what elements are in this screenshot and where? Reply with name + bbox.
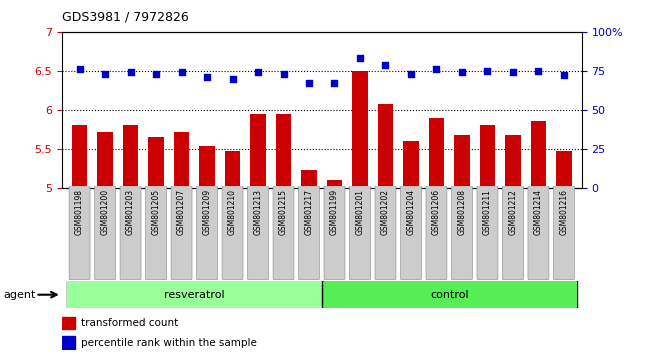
Point: [330, 80, 340, 86]
Text: control: control: [430, 290, 469, 300]
Bar: [250, 114, 266, 188]
Text: GSM801216: GSM801216: [560, 189, 568, 235]
Bar: [352, 71, 368, 188]
FancyBboxPatch shape: [452, 186, 473, 280]
Point: [151, 71, 161, 77]
Bar: [225, 151, 240, 188]
Bar: [531, 121, 546, 188]
Point: [202, 74, 213, 80]
FancyBboxPatch shape: [196, 186, 218, 280]
FancyBboxPatch shape: [146, 186, 166, 280]
Text: GSM801203: GSM801203: [126, 189, 135, 235]
Text: GSM801212: GSM801212: [508, 189, 517, 235]
Point: [482, 68, 493, 74]
Text: GSM801210: GSM801210: [228, 189, 237, 235]
Point: [431, 67, 441, 72]
Text: GSM801209: GSM801209: [203, 189, 211, 235]
Point: [508, 69, 518, 75]
Text: GSM801198: GSM801198: [75, 189, 84, 235]
FancyBboxPatch shape: [248, 186, 268, 280]
Text: GSM801214: GSM801214: [534, 189, 543, 235]
FancyBboxPatch shape: [273, 186, 294, 280]
Bar: [378, 103, 393, 188]
Text: GSM801202: GSM801202: [381, 189, 390, 235]
Point: [533, 68, 543, 74]
FancyBboxPatch shape: [298, 186, 319, 280]
FancyBboxPatch shape: [528, 186, 549, 280]
Point: [176, 69, 187, 75]
FancyBboxPatch shape: [375, 186, 396, 280]
Text: GSM801204: GSM801204: [406, 189, 415, 235]
FancyBboxPatch shape: [69, 186, 90, 280]
FancyBboxPatch shape: [350, 186, 370, 280]
Bar: [327, 180, 342, 188]
Point: [304, 80, 314, 86]
Text: GSM801208: GSM801208: [458, 189, 467, 235]
Text: GSM801199: GSM801199: [330, 189, 339, 235]
FancyBboxPatch shape: [324, 186, 345, 280]
Text: GSM801201: GSM801201: [356, 189, 365, 235]
Text: percentile rank within the sample: percentile rank within the sample: [81, 338, 257, 348]
Point: [100, 71, 110, 77]
FancyBboxPatch shape: [95, 186, 116, 280]
Bar: [480, 125, 495, 188]
FancyBboxPatch shape: [120, 186, 141, 280]
Point: [278, 71, 289, 77]
Bar: [429, 118, 444, 188]
FancyBboxPatch shape: [222, 186, 243, 280]
Bar: [174, 132, 189, 188]
Bar: [556, 151, 571, 188]
FancyBboxPatch shape: [400, 186, 421, 280]
FancyBboxPatch shape: [477, 186, 498, 280]
Text: GDS3981 / 7972826: GDS3981 / 7972826: [62, 11, 188, 24]
Point: [253, 69, 263, 75]
Text: GSM801215: GSM801215: [279, 189, 288, 235]
FancyBboxPatch shape: [502, 186, 523, 280]
Point: [74, 67, 85, 72]
Bar: [62, 317, 75, 329]
Point: [227, 76, 238, 81]
Point: [355, 56, 365, 61]
Point: [406, 71, 416, 77]
Text: GSM801217: GSM801217: [304, 189, 313, 235]
Bar: [67, 281, 322, 308]
Text: GSM801213: GSM801213: [254, 189, 263, 235]
Text: GSM801207: GSM801207: [177, 189, 186, 235]
FancyBboxPatch shape: [171, 186, 192, 280]
Text: resveratrol: resveratrol: [164, 290, 225, 300]
Text: GSM801205: GSM801205: [151, 189, 161, 235]
Bar: [454, 135, 469, 188]
Text: transformed count: transformed count: [81, 318, 179, 328]
Point: [380, 62, 391, 67]
Bar: [505, 135, 521, 188]
Point: [457, 69, 467, 75]
Bar: [403, 141, 419, 188]
Bar: [123, 125, 138, 188]
Bar: [322, 281, 577, 308]
Bar: [302, 171, 317, 188]
Point: [559, 73, 569, 78]
Text: agent: agent: [3, 290, 36, 300]
Bar: [72, 125, 87, 188]
Text: GSM801211: GSM801211: [483, 189, 492, 235]
FancyBboxPatch shape: [426, 186, 447, 280]
Bar: [98, 132, 112, 188]
Bar: [276, 114, 291, 188]
Bar: [62, 336, 75, 349]
Point: [125, 69, 136, 75]
FancyBboxPatch shape: [553, 186, 575, 280]
Text: GSM801206: GSM801206: [432, 189, 441, 235]
Bar: [200, 145, 214, 188]
Text: GSM801200: GSM801200: [101, 189, 110, 235]
Bar: [148, 137, 164, 188]
